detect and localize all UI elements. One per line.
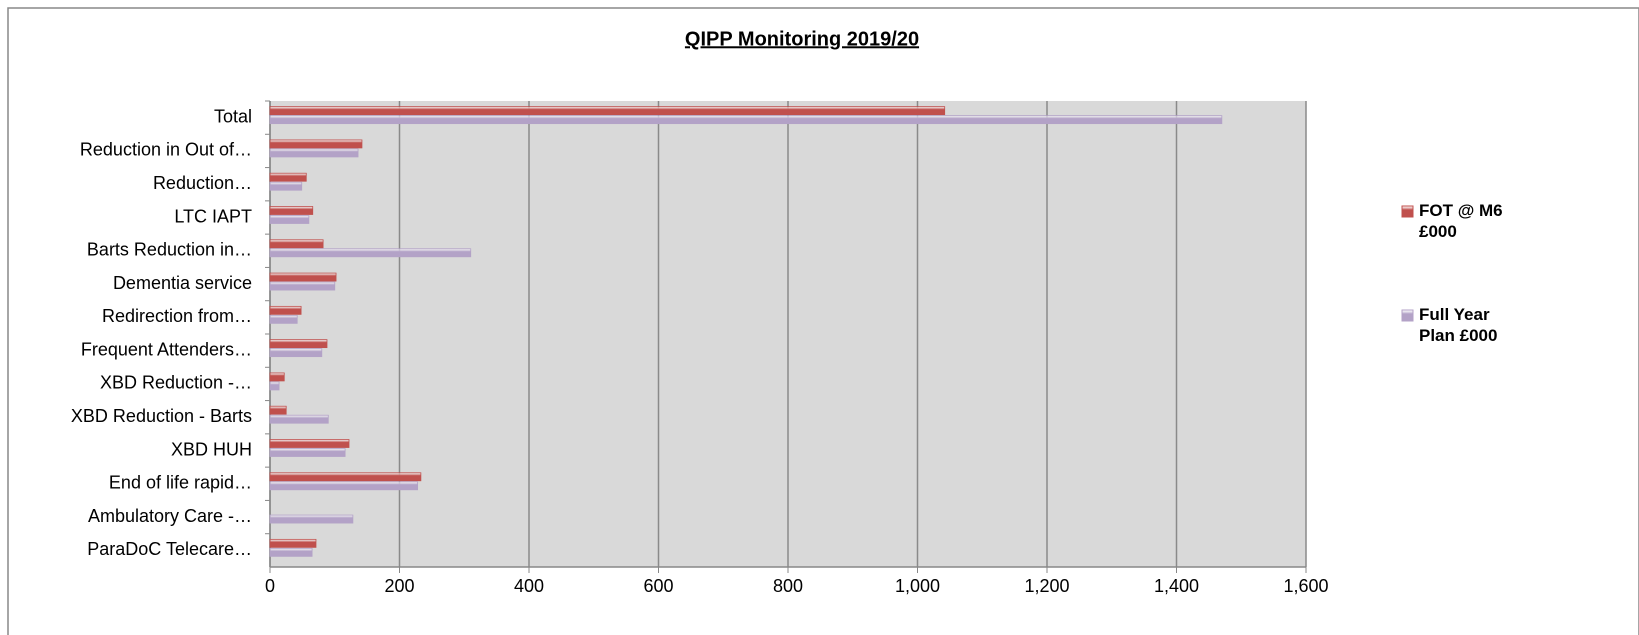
bar — [269, 348, 323, 358]
legend-swatch — [1401, 205, 1414, 218]
bar — [269, 239, 324, 249]
x-tick-label: 600 — [643, 576, 673, 596]
y-tick-label: XBD HUH — [171, 439, 252, 459]
bar — [269, 139, 363, 149]
legend-swatch — [1401, 309, 1414, 322]
bar — [269, 339, 328, 349]
bar — [269, 181, 303, 191]
bar — [269, 106, 946, 116]
x-tick-label: 400 — [514, 576, 544, 596]
y-tick-label: Total — [214, 106, 252, 126]
bar — [269, 472, 422, 482]
bar — [269, 248, 472, 258]
bar — [269, 481, 419, 491]
bar — [269, 448, 346, 457]
bar — [269, 281, 336, 291]
bar — [269, 547, 313, 557]
y-tick-label: XBD Reduction -… — [100, 373, 252, 393]
y-tick-label: Barts Reduction in… — [87, 240, 252, 260]
y-tick-label: Reduction… — [153, 173, 252, 193]
y-tick-label: End of life rapid… — [109, 473, 252, 493]
bar — [269, 272, 337, 282]
x-tick-label: 1,200 — [1024, 576, 1069, 596]
x-tick-label: 1,000 — [895, 576, 940, 596]
bar — [269, 215, 310, 224]
x-tick-label: 200 — [384, 576, 414, 596]
y-tick-label: Ambulatory Care -… — [88, 506, 252, 526]
legend-label: FOT @ M6 £000 — [1419, 201, 1503, 241]
bar — [269, 305, 302, 315]
y-tick-label: XBD Reduction - Barts — [71, 406, 252, 426]
chart-title: QIPP Monitoring 2019/20 — [685, 28, 919, 50]
y-tick-label: LTC IAPT — [174, 206, 252, 226]
y-tick-label: Dementia service — [113, 273, 252, 293]
bar — [269, 439, 350, 448]
bar — [269, 381, 280, 391]
x-tick-label: 0 — [265, 576, 275, 596]
y-tick-label: Frequent Attenders… — [81, 339, 252, 359]
x-tick-label: 1,400 — [1154, 576, 1199, 596]
bar — [269, 314, 298, 324]
bar — [269, 115, 1223, 125]
y-tick-label: Reduction in Out of… — [80, 140, 252, 160]
bar — [269, 514, 354, 524]
y-tick-label: ParaDoC Telecare… — [87, 539, 252, 559]
bar — [269, 405, 287, 415]
bar — [269, 372, 285, 382]
x-tick-label: 800 — [773, 576, 803, 596]
bar — [269, 148, 359, 158]
x-tick-label: 1,600 — [1283, 576, 1328, 596]
legend-label: Full Year Plan £000 — [1419, 305, 1497, 345]
chart-border — [7, 7, 1639, 635]
bar — [269, 538, 317, 548]
bar — [269, 172, 307, 182]
y-tick-label: Redirection from… — [102, 306, 252, 326]
bar — [269, 414, 329, 424]
bar — [269, 206, 314, 215]
